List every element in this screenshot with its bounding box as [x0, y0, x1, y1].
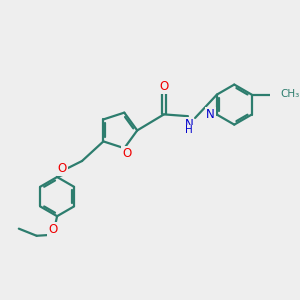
Text: CH₃: CH₃: [280, 89, 299, 99]
Text: N: N: [184, 118, 193, 131]
Text: O: O: [48, 223, 57, 236]
Text: N: N: [206, 108, 215, 121]
Text: H: H: [185, 125, 193, 135]
Text: O: O: [122, 147, 132, 160]
Text: O: O: [58, 162, 67, 175]
Text: O: O: [159, 80, 169, 93]
